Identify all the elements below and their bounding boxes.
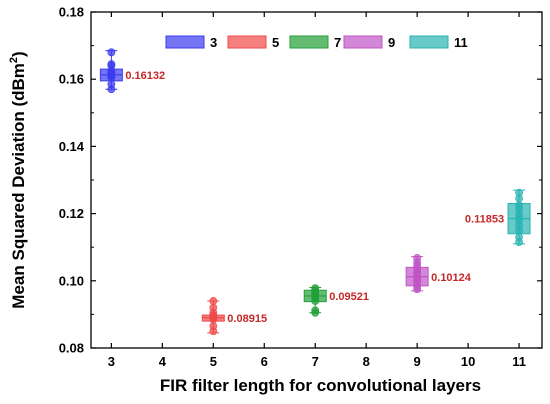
legend-item-9: 9 bbox=[343, 35, 395, 50]
series-9: 0.10124 bbox=[405, 254, 472, 294]
y-tick-label: 0.14 bbox=[59, 139, 85, 154]
x-tick-label: 10 bbox=[461, 354, 475, 369]
data-point bbox=[311, 284, 320, 293]
data-point bbox=[515, 233, 523, 242]
x-tick-label: 6 bbox=[261, 354, 268, 369]
y-tick-label: 0.18 bbox=[59, 5, 84, 20]
legend-item-5: 5 bbox=[227, 35, 279, 50]
y-tick-label: 0.12 bbox=[59, 206, 84, 221]
data-point bbox=[209, 303, 218, 312]
data-point bbox=[107, 48, 116, 57]
series-group: 0.16132 0.08915 0.09521 0.10124 0.11853 bbox=[99, 48, 531, 336]
x-tick-label: 3 bbox=[108, 354, 115, 369]
legend-item-3: 3 bbox=[165, 35, 217, 50]
legend-label: 5 bbox=[272, 35, 279, 50]
series-3: 0.16132 bbox=[99, 48, 165, 94]
series-7: 0.09521 bbox=[303, 284, 369, 317]
y-tick-label: 0.10 bbox=[59, 273, 84, 288]
legend-swatch bbox=[343, 35, 383, 49]
y-axis-title-superscript: 2 bbox=[8, 57, 20, 63]
data-point bbox=[413, 254, 422, 262]
data-point bbox=[107, 80, 116, 89]
axes: 0.08 0.10 0.12 0.14 0.16 0.18 3 4 5 6 7 8 9 10 11 FIR f… bbox=[8, 5, 543, 395]
mean-label: 0.09521 bbox=[329, 291, 369, 303]
mean-label: 0.10124 bbox=[431, 272, 472, 284]
legend-label: 9 bbox=[388, 35, 395, 50]
y-tick-label: 0.08 bbox=[59, 341, 84, 356]
legend-swatch bbox=[409, 35, 449, 49]
x-axis-title: FIR filter length for convolutional laye… bbox=[160, 376, 481, 395]
x-tick-label: 9 bbox=[414, 354, 421, 369]
x-tick-label: 11 bbox=[512, 354, 526, 369]
data-point bbox=[311, 306, 320, 315]
legend-label: 7 bbox=[334, 35, 341, 50]
legend-label: 11 bbox=[454, 35, 468, 50]
data-point bbox=[515, 188, 523, 197]
x-tick-label: 8 bbox=[363, 354, 370, 369]
legend-label: 3 bbox=[210, 35, 217, 50]
data-point bbox=[515, 201, 523, 210]
mean-label: 0.08915 bbox=[227, 313, 267, 325]
series-11: 0.11853 bbox=[465, 188, 531, 247]
x-tick-label: 4 bbox=[159, 354, 167, 369]
series-5: 0.08915 bbox=[201, 297, 267, 336]
mean-label: 0.11853 bbox=[465, 214, 504, 226]
data-point bbox=[209, 297, 218, 305]
legend-swatch bbox=[227, 35, 267, 49]
legend-item-7: 7 bbox=[289, 35, 341, 50]
x-tick-label: 7 bbox=[312, 354, 319, 369]
mean-label: 0.16132 bbox=[125, 70, 165, 82]
legend: 3 5 7 9 11 bbox=[165, 35, 468, 50]
legend-swatch bbox=[289, 35, 329, 49]
x-tick-label: 5 bbox=[210, 354, 217, 369]
y-axis-title: Mean Squared Deviation (dBm2) bbox=[8, 51, 28, 308]
y-axis-title-close: ) bbox=[9, 51, 28, 57]
legend-item-11: 11 bbox=[409, 35, 468, 50]
data-point bbox=[107, 60, 116, 68]
y-axis-title-main: Mean Squared Deviation (dBm bbox=[9, 63, 28, 309]
data-point bbox=[209, 322, 218, 331]
y-tick-label: 0.16 bbox=[59, 72, 84, 87]
legend-swatch bbox=[165, 35, 205, 49]
